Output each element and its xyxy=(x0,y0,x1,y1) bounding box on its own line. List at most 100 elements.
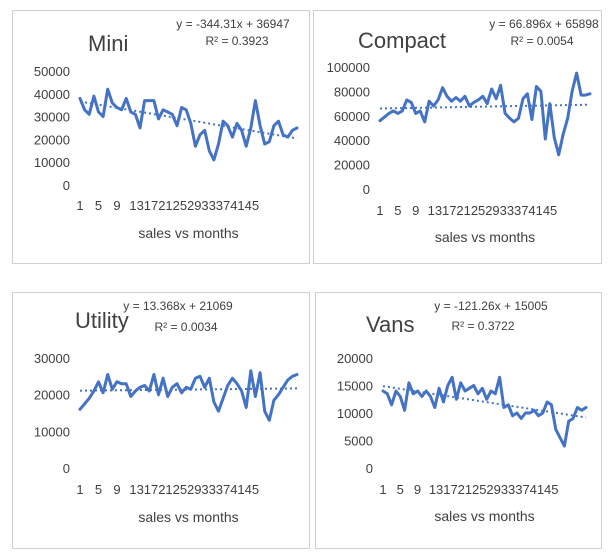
chart-title-vans: Vans xyxy=(366,312,415,337)
x-tick-label: 29 xyxy=(187,482,201,497)
trendline-utility xyxy=(79,387,298,392)
x-tick-label: 45 xyxy=(245,482,259,497)
chart-panel-mini: Mini y = -344.31x + 36947 R² = 0.3923 0 1000… xyxy=(12,10,310,264)
x-tick-label: 33 xyxy=(501,482,515,497)
x-tick-label: 13 xyxy=(429,482,443,497)
x-tick-label: 5 xyxy=(397,482,404,497)
x-tick-label: 17 xyxy=(443,482,457,497)
x-tick-label: 1 xyxy=(379,482,386,497)
y-tick-label: 10000 xyxy=(34,155,70,170)
x-tick-label: 45 xyxy=(543,203,557,218)
x-tick-label: 33 xyxy=(201,198,215,213)
y-tick-label: 20000 xyxy=(334,158,370,173)
trendline-r2-compact: R² = 0.0054 xyxy=(510,34,573,48)
x-tick-label: 41 xyxy=(230,198,244,213)
y-tick-label: 5000 xyxy=(344,434,373,449)
trendline-mini xyxy=(79,100,298,140)
y-tick-label: 50000 xyxy=(34,64,70,79)
y-tick-label: 15000 xyxy=(337,379,373,394)
x-tick-label: 29 xyxy=(486,482,500,497)
x-tick-label: 29 xyxy=(187,198,201,213)
x-tick-label: 9 xyxy=(113,198,120,213)
x-tick-label: 41 xyxy=(230,482,244,497)
y-tick-label: 0 xyxy=(63,461,70,476)
y-tick-label: 40000 xyxy=(34,87,70,102)
y-tick-label: 20000 xyxy=(34,132,70,147)
x-tick-label: 37 xyxy=(216,482,230,497)
x-tick-label: 41 xyxy=(528,203,542,218)
x-tick-label: 9 xyxy=(414,482,421,497)
x-axis-label-mini: sales vs months xyxy=(138,225,238,241)
x-tick-label: 33 xyxy=(201,482,215,497)
chart-panel-compact: Compact y = 66.896x + 65898 R² = 0.0054 0 20… xyxy=(313,10,602,264)
chart-svg-vans: Vans y = -121.26x + 15005 R² = 0.3722 0 5000… xyxy=(337,299,588,524)
x-tick-label: 37 xyxy=(216,198,230,213)
trendline-equation-compact: y = 66.896x + 65898 xyxy=(489,17,599,31)
x-tick-label: 13 xyxy=(428,203,442,218)
x-tick-label: 25 xyxy=(472,482,486,497)
x-tick-label: 41 xyxy=(530,482,544,497)
y-tick-label: 30000 xyxy=(34,110,70,125)
x-tick-label: 21 xyxy=(456,203,470,218)
x-tick-label: 25 xyxy=(471,203,485,218)
trendline-equation-utility: y = 13.368x + 21069 xyxy=(123,299,233,313)
chart-title-mini: Mini xyxy=(88,31,128,56)
y-tick-label: 10000 xyxy=(337,406,373,421)
x-tick-label: 17 xyxy=(442,203,456,218)
x-tick-label: 21 xyxy=(458,482,472,497)
x-tick-label: 13 xyxy=(129,198,143,213)
chart-panel-utility: Utility y = 13.368x + 21069 R² = 0.0034 0 10… xyxy=(12,292,310,549)
trendline-equation-mini: y = -344.31x + 36947 xyxy=(176,17,290,31)
trendline-compact xyxy=(379,103,591,110)
x-axis-label-compact: sales vs months xyxy=(435,229,535,245)
x-tick-label: 5 xyxy=(394,203,401,218)
y-tick-label: 30000 xyxy=(34,351,70,366)
x-tick-label: 45 xyxy=(245,198,259,213)
x-tick-label: 17 xyxy=(144,482,158,497)
x-tick-label: 33 xyxy=(500,203,514,218)
series-line-utility xyxy=(78,369,299,422)
y-tick-label: 60000 xyxy=(334,109,370,124)
x-tick-label: 29 xyxy=(485,203,499,218)
x-tick-label: 5 xyxy=(95,482,102,497)
trendline-equation-vans: y = -121.26x + 15005 xyxy=(434,299,548,313)
chart-svg-compact: Compact y = 66.896x + 65898 R² = 0.0054 0 20… xyxy=(327,17,599,245)
chart-title-compact: Compact xyxy=(358,28,446,53)
x-tick-label: 9 xyxy=(412,203,419,218)
x-tick-label: 37 xyxy=(515,482,529,497)
series-line-mini xyxy=(78,87,299,162)
x-tick-label: 45 xyxy=(544,482,558,497)
x-tick-label: 21 xyxy=(158,198,172,213)
trendline-r2-mini: R² = 0.3923 xyxy=(205,34,268,48)
y-tick-label: 20000 xyxy=(337,351,373,366)
y-tick-label: 0 xyxy=(363,182,370,197)
x-tick-label: 5 xyxy=(95,198,102,213)
trendline-r2-utility: R² = 0.0034 xyxy=(154,320,217,334)
x-axis-label-utility: sales vs months xyxy=(138,509,238,525)
trendline-r2-vans: R² = 0.3722 xyxy=(451,319,514,333)
x-tick-label: 13 xyxy=(129,482,143,497)
x-tick-label: 1 xyxy=(76,198,83,213)
y-tick-label: 0 xyxy=(63,178,70,193)
y-tick-label: 20000 xyxy=(34,388,70,403)
chart-svg-mini: Mini y = -344.31x + 36947 R² = 0.3923 0 1000… xyxy=(34,17,299,241)
x-axis-label-vans: sales vs months xyxy=(434,508,534,524)
y-tick-label: 80000 xyxy=(334,84,370,99)
y-tick-label: 100000 xyxy=(327,60,370,75)
series-line-compact xyxy=(378,71,592,157)
x-tick-label: 17 xyxy=(144,198,158,213)
chart-title-utility: Utility xyxy=(75,308,129,333)
y-tick-label: 0 xyxy=(366,461,373,476)
x-tick-label: 37 xyxy=(514,203,528,218)
x-tick-label: 21 xyxy=(158,482,172,497)
x-tick-label: 25 xyxy=(173,482,187,497)
y-tick-label: 10000 xyxy=(34,424,70,439)
x-tick-label: 1 xyxy=(376,203,383,218)
x-tick-label: 25 xyxy=(173,198,187,213)
trendline-vans xyxy=(382,385,587,419)
series-line-vans xyxy=(381,375,588,448)
y-tick-label: 40000 xyxy=(334,133,370,148)
chart-panel-vans: Vans y = -121.26x + 15005 R² = 0.3722 0 5000… xyxy=(315,292,602,549)
x-tick-label: 1 xyxy=(76,482,83,497)
